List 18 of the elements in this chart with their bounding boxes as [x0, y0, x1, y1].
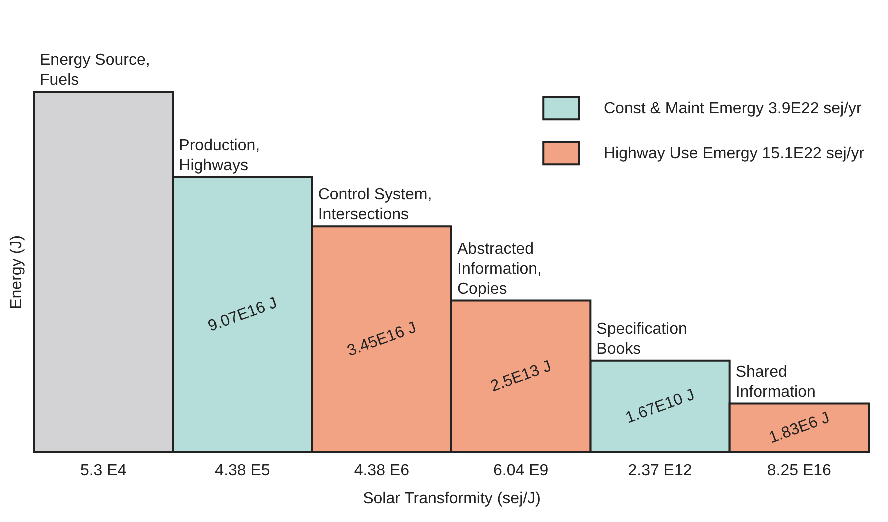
annotation: Production, Highways — [179, 137, 260, 174]
annotation: 2.5E13 J — [488, 358, 554, 396]
x-tick-label: 2.37 E12 — [628, 462, 692, 480]
x-tick-label: 8.25 E16 — [767, 462, 832, 480]
x-tick-label: 4.38 E5 — [215, 462, 270, 480]
x-tick-label: 5.3 E4 — [80, 462, 127, 480]
annotation: Energy Source, Fuels — [40, 52, 150, 89]
x-tick-label: 4.38 E6 — [354, 462, 410, 480]
annotation: Specification Books — [596, 320, 688, 358]
legend-label: Const & Maint Emergy 3.9E22 sej/yr — [604, 100, 863, 118]
y-axis-title: Energy (J) — [8, 236, 26, 310]
x-tick-label: 6.04 E9 — [494, 462, 549, 480]
annotation: Abstracted Information, Copies — [458, 240, 542, 298]
x-axis-title: Solar Transformity (sej/J) — [363, 490, 541, 508]
legend-label: Highway Use Emergy 15.1E22 sej/yr — [604, 146, 866, 162]
annotation: Shared Information — [736, 364, 816, 401]
annotation: 1.83E6 J — [767, 410, 832, 448]
annotation: Control System, Intersections — [318, 186, 432, 224]
